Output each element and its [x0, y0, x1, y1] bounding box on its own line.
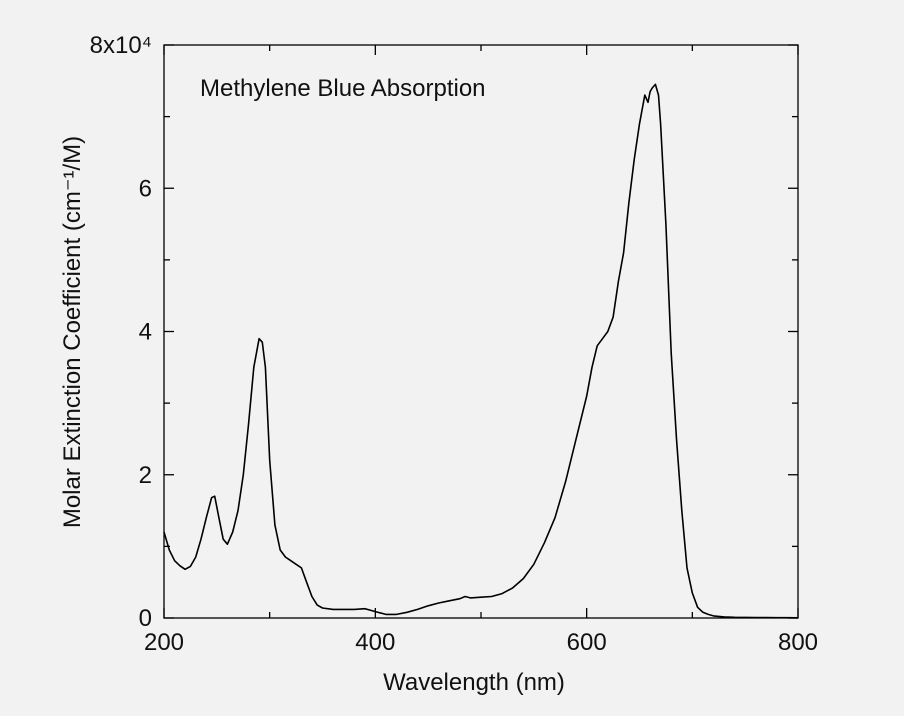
x-axis-label: Wavelength (nm): [383, 669, 565, 696]
y-axis-label: Molar Extinction Coefficient (cm⁻¹/M): [59, 136, 86, 528]
y-tick-label: 6: [139, 175, 152, 202]
plot-frame: [163, 44, 799, 619]
y-tick-label: 4: [139, 319, 152, 346]
y-tick-label: 8x10⁴: [90, 32, 152, 59]
chart-title: Methylene Blue Absorption: [200, 75, 486, 102]
tick-marks: [163, 44, 799, 619]
x-tick-label: 200: [144, 629, 184, 656]
y-tick-label: 0: [139, 605, 152, 632]
y-tick-label: 2: [139, 462, 152, 489]
x-tick-label: 600: [567, 629, 607, 656]
x-tick-label: 400: [355, 629, 395, 656]
x-tick-label: 800: [778, 629, 818, 656]
tick-labels: 200 400 600 800 0 2 4 6 8x10⁴: [90, 32, 818, 656]
series-line: [163, 83, 799, 619]
